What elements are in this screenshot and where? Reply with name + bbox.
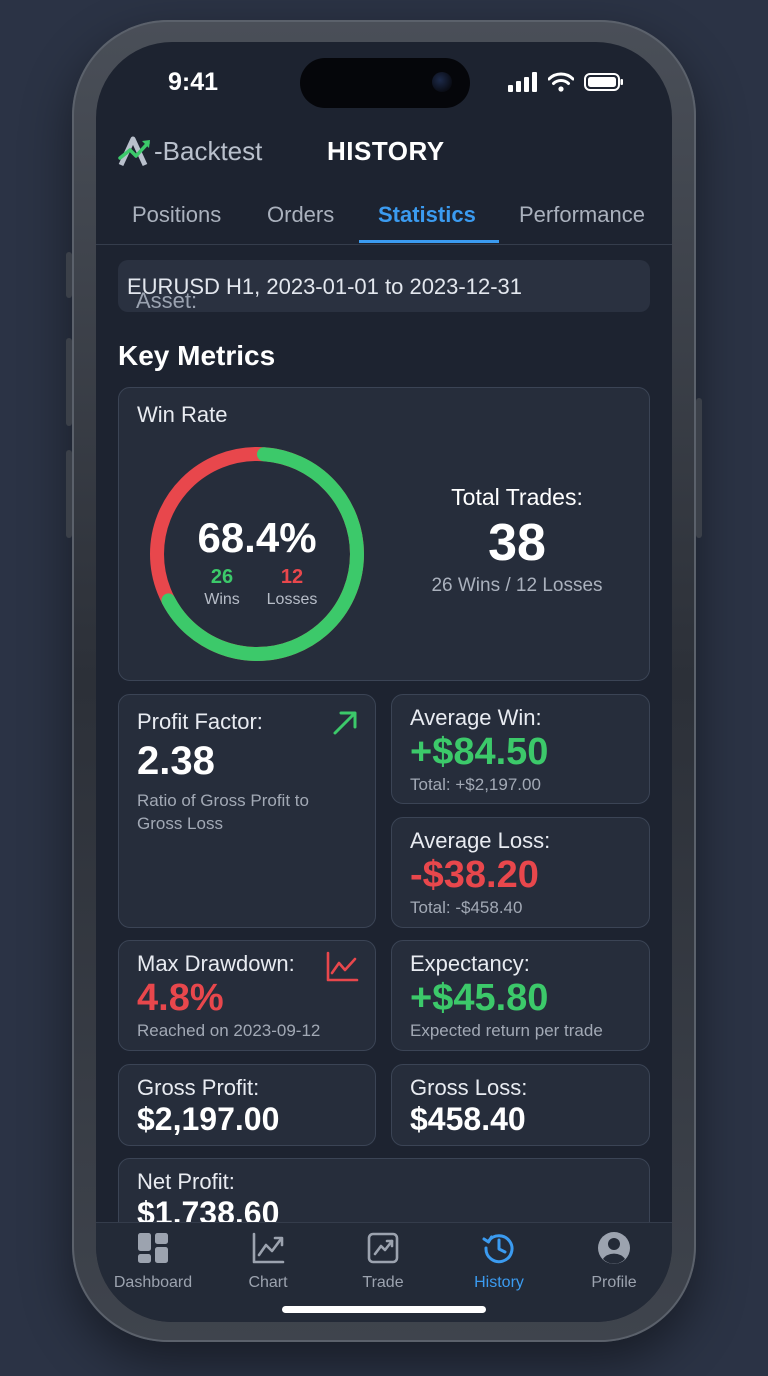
trend-up-arrow-icon <box>333 711 357 735</box>
average-loss-value: -$38.20 <box>410 854 539 896</box>
total-trades-value: 38 <box>488 514 546 572</box>
win-rate-percent: 68.4% <box>197 514 317 561</box>
phone-screen: 9:41 -Backtest HISTORY <box>96 42 672 1322</box>
losses-count: 12 <box>280 566 304 588</box>
donut-win-arc <box>150 447 364 661</box>
asset-text: Asset: EURUSD H1, 2023-01-01 to 2023-12-… <box>127 274 523 313</box>
camera <box>432 72 452 92</box>
average-win-value: +$84.50 <box>410 731 549 773</box>
home-indicator[interactable] <box>282 1306 486 1313</box>
bottom-nav: Dashboard Chart Trade History <box>96 1222 672 1322</box>
max-drawdown-card: Max Drawdown: 4.8% Reached on 2023-09-12 <box>118 940 376 1051</box>
losses-count-block: 12 Losses <box>259 566 325 609</box>
average-loss-label: Average Loss: <box>410 828 551 853</box>
gross-loss-card: Gross Loss: $458.40 <box>391 1064 650 1146</box>
max-drawdown-label: Max Drawdown: <box>137 951 295 976</box>
expectancy-value: +$45.80 <box>410 977 549 1019</box>
asset-label: Asset: <box>136 288 198 313</box>
logo-mark-icon <box>118 136 150 167</box>
win-rate-card: Win Rate 68.4% 26 Wins 12 Losses Total T… <box>118 387 650 681</box>
power-button <box>696 398 702 538</box>
total-trades-breakdown: 26 Wins / 12 Losses <box>431 575 603 596</box>
nav-profile-label: Profile <box>591 1274 637 1291</box>
wins-label: Wins <box>204 591 240 608</box>
expectancy-label: Expectancy: <box>410 951 530 976</box>
active-tab-indicator <box>359 240 499 243</box>
average-loss-card: Average Loss: -$38.20 Total: -$458.40 <box>391 817 650 928</box>
line-chart-icon <box>326 951 359 982</box>
logo-text: -Backtest <box>154 135 263 166</box>
average-win-sub: Total: +$2,197.00 <box>410 775 541 794</box>
battery-icon <box>584 73 623 91</box>
nav-history-label: History <box>474 1274 524 1291</box>
average-loss-sub: Total: -$458.40 <box>410 898 523 917</box>
app-logo[interactable]: -Backtest <box>118 134 262 168</box>
nav-trade-label: Trade <box>362 1274 404 1291</box>
tab-performance[interactable]: Performance <box>519 202 645 227</box>
screen-title: HISTORY <box>327 136 445 166</box>
wins-count: 26 <box>210 566 234 588</box>
profile-icon <box>598 1232 630 1264</box>
asset-value: EURUSD H1, 2023-01-01 to 2023-12-31 <box>127 274 523 299</box>
losses-label: Losses <box>266 591 318 608</box>
max-drawdown-value: 4.8% <box>137 977 224 1019</box>
status-time: 9:41 <box>168 68 219 96</box>
trade-icon <box>367 1232 399 1264</box>
nav-chart[interactable]: Chart <box>218 1231 318 1292</box>
profit-factor-label: Profit Factor: <box>137 709 263 734</box>
gross-profit-value: $2,197.00 <box>137 1101 280 1137</box>
gross-profit-card: Gross Profit: $2,197.00 <box>118 1064 376 1146</box>
nav-dashboard-label: Dashboard <box>113 1274 193 1291</box>
average-win-card: Average Win: +$84.50 Total: +$2,197.00 <box>391 694 650 804</box>
profit-factor-card: Profit Factor: 2.38 Ratio of Gross Profi… <box>118 694 376 928</box>
signal-icon <box>508 72 537 92</box>
chart-icon <box>252 1232 285 1264</box>
history-icon <box>482 1234 514 1264</box>
net-profit-label: Net Profit: <box>137 1169 235 1194</box>
nav-chart-label: Chart <box>248 1274 288 1291</box>
wins-count-block: 26 Wins <box>197 566 247 609</box>
expectancy-sub: Expected return per trade <box>410 1021 603 1040</box>
max-drawdown-sub: Reached on 2023-09-12 <box>137 1021 321 1040</box>
profit-factor-sub: Ratio of Gross Profit to Gross Loss <box>137 791 309 833</box>
total-trades-block: Total Trades: 38 26 Wins / 12 Losses <box>409 484 625 597</box>
tab-positions[interactable]: Positions <box>132 202 222 227</box>
nav-history[interactable]: History <box>449 1231 549 1292</box>
section-title: Key Metrics <box>118 340 276 371</box>
tab-orders[interactable]: Orders <box>267 202 335 227</box>
dynamic-island <box>300 58 470 108</box>
tab-bar: Positions Orders Statistics Performance <box>96 192 672 245</box>
average-win-label: Average Win: <box>410 705 542 730</box>
gross-loss-value: $458.40 <box>410 1101 526 1137</box>
expectancy-card: Expectancy: +$45.80 Expected return per … <box>391 940 650 1051</box>
status-icons <box>508 72 624 92</box>
nav-trade[interactable]: Trade <box>333 1231 433 1292</box>
total-trades-label: Total Trades: <box>451 484 583 510</box>
app-header: -Backtest HISTORY <box>118 134 650 174</box>
wifi-icon <box>548 72 574 92</box>
gross-loss-label: Gross Loss: <box>410 1075 528 1100</box>
asset-info: Asset: EURUSD H1, 2023-01-01 to 2023-12-… <box>118 260 650 313</box>
volume-up-button <box>66 338 72 426</box>
gross-profit-label: Gross Profit: <box>137 1075 260 1100</box>
win-rate-label: Win Rate <box>137 402 228 427</box>
nav-dashboard[interactable]: Dashboard <box>103 1231 203 1292</box>
tab-statistics[interactable]: Statistics <box>378 202 476 227</box>
profit-factor-value: 2.38 <box>137 739 215 783</box>
dashboard-icon <box>138 1233 168 1263</box>
mute-switch <box>66 252 72 298</box>
win-rate-donut <box>150 447 364 661</box>
nav-profile[interactable]: Profile <box>564 1231 664 1292</box>
volume-down-button <box>66 450 72 538</box>
